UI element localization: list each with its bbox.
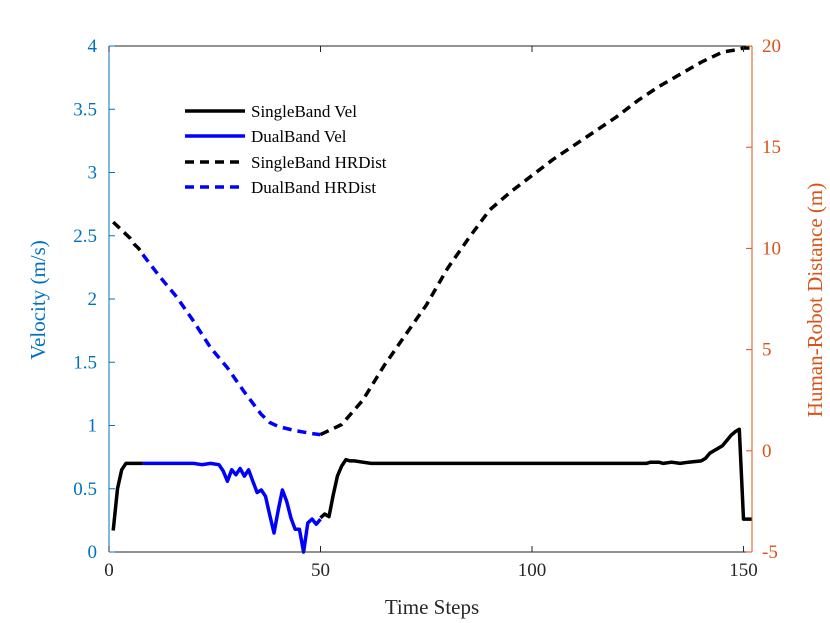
y-left-tick-label: 3.5 xyxy=(73,99,97,120)
series-singleband-vel-line-segment-2 xyxy=(319,427,752,521)
y-left-tick-label: 1 xyxy=(88,416,98,437)
series-singleband-vel-line xyxy=(111,461,143,531)
series-dualband-hrdist-line xyxy=(141,253,321,437)
x-tick-label: 0 xyxy=(104,560,114,581)
legend: SingleBand Vel DualBand Vel SingleBand H… xyxy=(185,102,387,197)
x-axis-title: Time Steps xyxy=(385,595,479,619)
x-tick-label: 150 xyxy=(729,560,758,581)
y-right-tick-label: -5 xyxy=(762,542,778,563)
y-left-tick-label: 0 xyxy=(88,542,98,563)
y-right-axis-title: Human-Robot Distance (m) xyxy=(803,183,827,417)
y-left-tick-label: 2.5 xyxy=(73,226,97,247)
y-right-tick-label: 10 xyxy=(762,238,781,259)
legend-label-singleband-hrdist: SingleBand HRDist xyxy=(251,153,387,172)
y-left-tick-label: 2 xyxy=(88,289,98,310)
y-right-tick-label: 0 xyxy=(762,441,772,462)
x-tick-label: 50 xyxy=(311,560,330,581)
axes-layer: 0 50 100 150 0 0.5 1 1.5 2 2.5 3 3.5 4 -5 0 5 10 15 20 xyxy=(73,36,781,581)
y-left-tick-label: 0.5 xyxy=(73,479,97,500)
y-left-tick-label: 4 xyxy=(88,36,98,57)
series-singleband-hrdist-line xyxy=(112,220,145,256)
y-left-tick-label: 1.5 xyxy=(73,352,97,373)
legend-label-dualband-vel: DualBand Vel xyxy=(251,127,347,146)
y-right-tick-label: 5 xyxy=(762,340,772,361)
series-dualband-vel-line xyxy=(142,461,322,554)
legend-label-singleband-vel: SingleBand Vel xyxy=(251,102,357,121)
legend-label-dualband-hrdist: DualBand HRDist xyxy=(251,178,376,197)
y-right-tick-label: 20 xyxy=(762,36,781,57)
series-layer xyxy=(111,46,752,554)
series-singleband-hrdist-line-segment-2 xyxy=(319,46,752,437)
x-tick-label: 100 xyxy=(518,560,547,581)
y-left-axis-title: Velocity (m/s) xyxy=(26,240,50,360)
y-left-tick-label: 3 xyxy=(88,163,98,184)
y-right-tick-label: 15 xyxy=(762,137,781,158)
